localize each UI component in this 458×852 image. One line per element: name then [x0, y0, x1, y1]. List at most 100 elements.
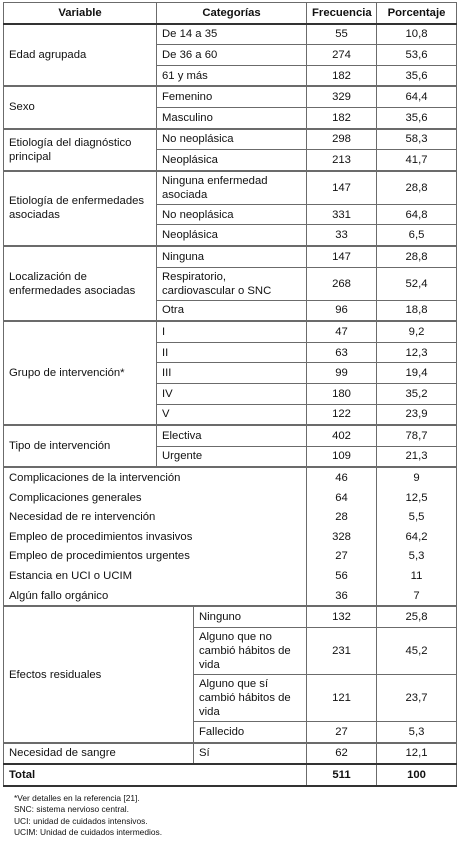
percentage-cell: 28,8 — [376, 244, 458, 268]
frequency-cell: 147 — [306, 244, 378, 268]
percentage-cell: 7 — [376, 585, 458, 608]
table-row: Neoplásica 33 6,5 — [4, 224, 458, 247]
table-row: Etiología del diagnóstico principal No ne… — [3, 127, 458, 172]
percentage-cell: 9,2 — [376, 320, 458, 343]
category-cell: Ninguna enfermedad asociada — [155, 169, 308, 205]
percentage-cell: 35,6 — [376, 106, 458, 130]
frequency-cell: 213 — [306, 149, 378, 172]
table-row: II 63 12,3 — [4, 341, 458, 364]
variable-cell: Edad agrupada — [3, 22, 157, 87]
table-row: Alguno que sí cambió hábitos de vida 121 2… — [4, 674, 458, 723]
table-body: Edad agrupada De 14 a 35 55 10,8 De 36 a 60 2… — [2, 22, 458, 787]
footnotes: *Ver detalles en la referencia [21]. SNC:… — [14, 793, 162, 838]
variable-cell: Grupo de intervención* — [3, 320, 157, 426]
footnote: SNC: sistema nervioso central. — [14, 804, 129, 815]
variable-cell: Empleo de procedimientos invasivos — [2, 527, 308, 547]
table-row: Complicaciones generales 64 12,5 — [2, 487, 458, 508]
category-cell: Electiva — [155, 424, 308, 447]
percentage-cell: 23,7 — [376, 674, 458, 723]
footnote: UCIM: Unidad de cuidados intermedios. — [14, 826, 163, 837]
variable-cell: Necesidad de sangre — [3, 741, 194, 765]
percentage-cell: 41,7 — [376, 149, 458, 172]
category-cell: Otra — [155, 299, 308, 322]
total-row: Total 511 100 — [2, 763, 458, 787]
percentage-cell: 21,3 — [376, 445, 458, 468]
frequency-cell: 96 — [306, 299, 378, 322]
percentage-cell: 5,5 — [376, 507, 458, 528]
header-cell: Frecuencia — [306, 1, 378, 25]
table-row: Grupo de intervención* I 47 9,2 — [3, 320, 458, 426]
category-cell: No neoplásica — [155, 127, 308, 151]
category-cell: Respiratorio, cardiovascular o SNC — [155, 266, 308, 301]
frequency-cell: 328 — [306, 527, 378, 547]
table-row: IV 180 35,2 — [4, 382, 458, 405]
percentage-cell: 12,3 — [376, 341, 458, 364]
table-row: Efectos residuales Ninguno 132 25,8 — [3, 605, 458, 744]
variable-cell: Complicaciones de la intervención — [2, 466, 308, 488]
percentage-cell: 12,5 — [376, 487, 458, 508]
variable-cell: Empleo de procedimientos urgentes — [2, 546, 308, 567]
table-row: Empleo de procedimientos urgentes 27 5,3 — [2, 546, 458, 567]
percentage-cell: 35,2 — [376, 382, 458, 405]
category-cell: No neoplásica — [155, 203, 308, 226]
frequency-cell: 28 — [306, 507, 378, 528]
variable-cell: Etiología del diagnóstico principal — [3, 127, 157, 172]
footnote: UCI: unidad de cuidados intensivos. — [14, 815, 148, 826]
variable-cell: Etiología de enfermedades asociadas — [3, 169, 157, 247]
category-cell: 61 y más — [155, 64, 308, 87]
variable-cell: Complicaciones generales — [2, 487, 308, 508]
frequency-cell: 268 — [306, 266, 378, 301]
percentage-cell: 25,8 — [376, 605, 458, 629]
table-row: No neoplásica 331 64,8 — [4, 203, 458, 226]
category-cell: Ninguno — [192, 605, 308, 629]
variable-cell: Efectos residuales — [3, 605, 194, 744]
percentage-cell: 6,5 — [376, 224, 458, 247]
percentage-cell: 18,8 — [376, 299, 458, 322]
table-row: Localización de enfermedades asociadas Ni… — [3, 244, 458, 322]
table-row: Edad agrupada De 14 a 35 55 10,8 — [3, 22, 458, 87]
total-frequency: 511 — [306, 763, 378, 787]
variable-cell: Tipo de intervención — [3, 424, 157, 468]
category-cell: III — [155, 362, 308, 384]
percentage-cell: 52,4 — [376, 266, 458, 301]
frequency-cell: 122 — [306, 403, 378, 426]
table-row: Empleo de procedimientos invasivos 328 64,… — [2, 527, 458, 547]
variable-cell: Algún fallo orgánico — [2, 585, 308, 608]
frequency-cell: 298 — [306, 127, 378, 151]
category-cell: Sí — [192, 741, 308, 765]
category-cell: Fallecido — [192, 721, 308, 744]
frequency-cell: 99 — [306, 362, 378, 384]
frequency-cell: 62 — [306, 741, 378, 765]
percentage-cell: 19,4 — [376, 362, 458, 384]
category-cell: Ninguna — [155, 244, 308, 268]
table-row: Complicaciones de la intervención 46 9 — [2, 466, 458, 488]
percentage-cell: 78,7 — [376, 424, 458, 447]
percentage-cell: 23,9 — [376, 403, 458, 426]
table-row: Estancia en UCI o UCIM 56 11 — [2, 566, 458, 586]
table-row: Etiología de enfermedades asociadas Ningu… — [3, 169, 458, 247]
table-row: Sexo Femenino 329 64,4 — [3, 85, 458, 130]
category-cell: II — [155, 341, 308, 364]
percentage-cell: 5,3 — [376, 721, 458, 744]
percentage-cell: 53,6 — [376, 44, 458, 66]
frequency-cell: 47 — [306, 320, 378, 343]
frequency-cell: 231 — [306, 627, 378, 676]
percentage-cell: 28,8 — [376, 169, 458, 205]
table-row: Respiratorio, cardiovascular o SNC 268 52,… — [4, 266, 458, 301]
frequency-cell: 274 — [306, 44, 378, 66]
header-row: Variable Categorías Frecuencia Porcentaj… — [3, 1, 458, 25]
category-cell: Urgente — [155, 445, 308, 468]
category-cell: Masculino — [155, 106, 308, 130]
frequency-cell: 180 — [306, 382, 378, 405]
frequency-cell: 132 — [306, 605, 378, 629]
category-cell: Femenino — [155, 85, 308, 108]
frequency-cell: 329 — [306, 85, 378, 108]
percentage-cell: 35,6 — [376, 64, 458, 87]
footnote: *Ver detalles en la referencia [21]. — [14, 793, 140, 803]
category-cell: Alguno que no cambió hábitos de vida — [192, 627, 308, 676]
frequency-cell: 46 — [306, 466, 378, 488]
category-cell: De 14 a 35 — [155, 22, 308, 46]
category-cell: Alguno que sí cambió hábitos de vida — [192, 674, 308, 723]
data-table: Variable Categorías Frecuencia Porcentaj… — [2, 1, 458, 787]
